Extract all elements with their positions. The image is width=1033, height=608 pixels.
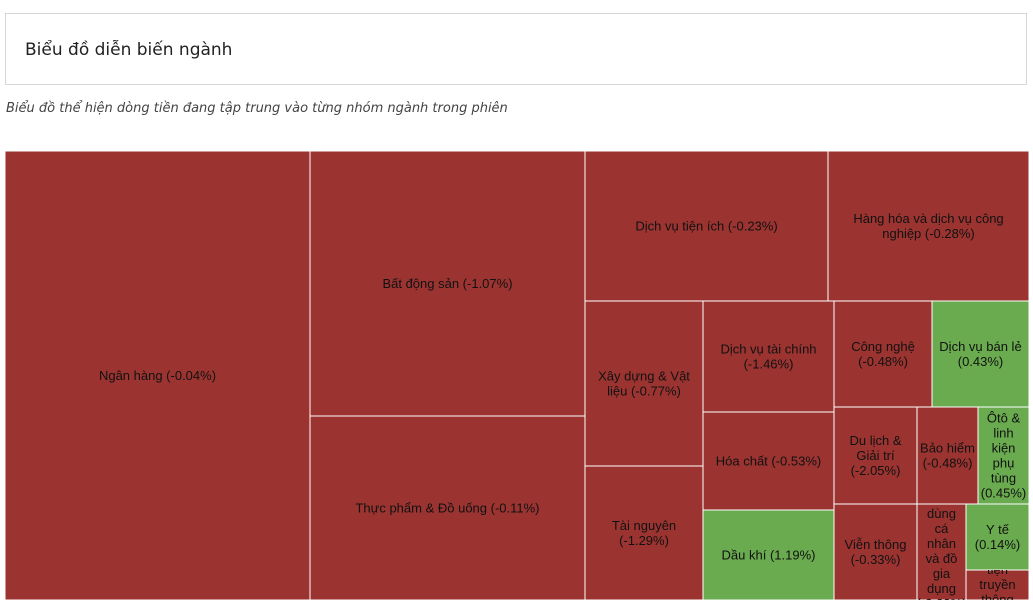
sector-vien-thong-rect[interactable] [833, 503, 918, 600]
sector-hoa-chat-label: Hóa chất (-0.53%) [716, 454, 822, 469]
sector-bao-hiem-label: Bảo hiểm (-0.48%) [920, 441, 975, 471]
sector-xay-dung-vat-lieu-label: Xây dựng & Vật liệu (-0.77%) [598, 369, 690, 399]
sector-vien-thong-label: Viễn thông (-0.33%) [845, 537, 907, 567]
sector-hoa-chat-tile[interactable]: Hóa chất (-0.53%) [702, 411, 835, 511]
sector-tai-nguyen-label: Tài nguyên (-1.29%) [612, 518, 676, 548]
sector-truyen-thong-label: tiệntruyềnthông [979, 562, 1015, 600]
sector-bao-hiem-tile[interactable]: Bảo hiểm (-0.48%) [916, 406, 979, 505]
sector-do-dung-ca-nhan-va-do-gia-dung-rect[interactable] [916, 503, 967, 600]
chart-header: Biểu đồ diễn biến ngành [5, 13, 1027, 85]
sector-ngan-hang-label: Ngân hàng (-0.04%) [99, 368, 216, 383]
sector-y-te-tile[interactable]: Y tế (0.14%) [965, 503, 1029, 571]
sector-xay-dung-vat-lieu-rect[interactable] [584, 300, 704, 467]
sector-treemap: Ngân hàng (-0.04%) Bất động sản (-1.07%) T… [5, 151, 1029, 600]
sector-cong-nghe-label: Công nghệ (-0.48%) [851, 339, 915, 369]
sector-hoa-chat-rect[interactable] [702, 411, 835, 511]
sector-hang-hoa-va-dich-vu-cong-nghiep-rect[interactable] [827, 151, 1029, 302]
sector-dich-vu-tai-chinh-label: Dịch vụ tài chính (-1.46%) [720, 342, 816, 372]
sector-ngan-hang-tile[interactable]: Ngân hàng (-0.04%) [5, 151, 311, 600]
sector-bat-dong-san-tile[interactable]: Bất động sản (-1.07%) [309, 151, 586, 417]
chart-subtitle: Biểu đồ thể hiện dòng tiền đang tập trun… [6, 101, 508, 116]
sector-du-lich-giai-tri-label: Du lịch & Giải trí (-2.05%) [849, 433, 901, 478]
sector-dich-vu-tien-ich-tile[interactable]: Dịch vụ tiện ích (-0.23%) [584, 151, 829, 302]
sector-dich-vu-tien-ich-label: Dịch vụ tiện ích (-0.23%) [635, 219, 777, 234]
sector-du-lich-giai-tri-rect[interactable] [833, 406, 918, 505]
page-title: Biểu đồ diễn biến ngành [25, 40, 233, 60]
sector-bat-dong-san-label: Bất động sản (-1.07%) [382, 276, 512, 291]
sector-dich-vu-ban-le-tile[interactable]: Dịch vụ bán lẻ (0.43%) [931, 300, 1029, 408]
treemap-container: Ngân hàng (-0.04%) Bất động sản (-1.07%) T… [5, 151, 1029, 600]
sector-bat-dong-san-rect[interactable] [309, 151, 586, 417]
sector-xay-dung-vat-lieu-tile[interactable]: Xây dựng & Vật liệu (-0.77%) [584, 300, 704, 467]
sector-truyen-thong-tile[interactable]: tiệntruyềnthông [965, 562, 1029, 600]
sector-dich-vu-tien-ich-rect[interactable] [584, 151, 829, 302]
sector-ngan-hang-rect[interactable] [5, 151, 311, 600]
sector-dich-vu-ban-le-label: Dịch vụ bán lẻ (0.43%) [939, 339, 1021, 369]
sector-bao-hiem-rect[interactable] [916, 406, 979, 505]
sector-tai-nguyen-rect[interactable] [584, 465, 704, 600]
sector-y-te-label: Y tế (0.14%) [975, 522, 1021, 552]
sector-hang-hoa-va-dich-vu-cong-nghiep-tile[interactable]: Hàng hóa và dịch vụ công nghiệp (-0.28%) [827, 151, 1029, 302]
sector-cong-nghe-tile[interactable]: Công nghệ (-0.48%) [833, 300, 933, 408]
sector-hang-hoa-va-dich-vu-cong-nghiep-label: Hàng hóa và dịch vụ công nghiệp (-0.28%) [853, 211, 1003, 241]
sector-truyen-thong-rect[interactable] [965, 569, 1029, 600]
sector-tai-nguyen-tile[interactable]: Tài nguyên (-1.29%) [584, 465, 704, 600]
sector-oto-linh-kien-phu-tung-label: Ôtô & linh kiện phụ tùng (0.45%) [981, 411, 1027, 501]
sector-dich-vu-tai-chinh-rect[interactable] [702, 300, 835, 413]
sector-oto-linh-kien-phu-tung-tile[interactable]: Ôtô & linh kiện phụ tùng (0.45%) [977, 406, 1029, 505]
sector-thuc-pham-do-uong-label: Thực phẩm & Đồ uống (-0.11%) [355, 501, 539, 516]
sector-dau-khi-rect[interactable] [702, 509, 835, 600]
sector-oto-linh-kien-phu-tung-rect[interactable] [977, 406, 1029, 505]
sector-du-lich-giai-tri-tile[interactable]: Du lịch & Giải trí (-2.05%) [833, 406, 918, 505]
sector-thuc-pham-do-uong-tile[interactable]: Thực phẩm & Đồ uống (-0.11%) [309, 415, 586, 600]
sector-vien-thong-tile[interactable]: Viễn thông (-0.33%) [833, 503, 918, 600]
sector-dich-vu-ban-le-rect[interactable] [931, 300, 1029, 408]
sector-thuc-pham-do-uong-rect[interactable] [309, 415, 586, 600]
sector-dich-vu-tai-chinh-tile[interactable]: Dịch vụ tài chính (-1.46%) [702, 300, 835, 413]
sector-dau-khi-tile[interactable]: Dầu khí (1.19%) [702, 509, 835, 600]
sector-dau-khi-label: Dầu khí (1.19%) [722, 548, 816, 563]
